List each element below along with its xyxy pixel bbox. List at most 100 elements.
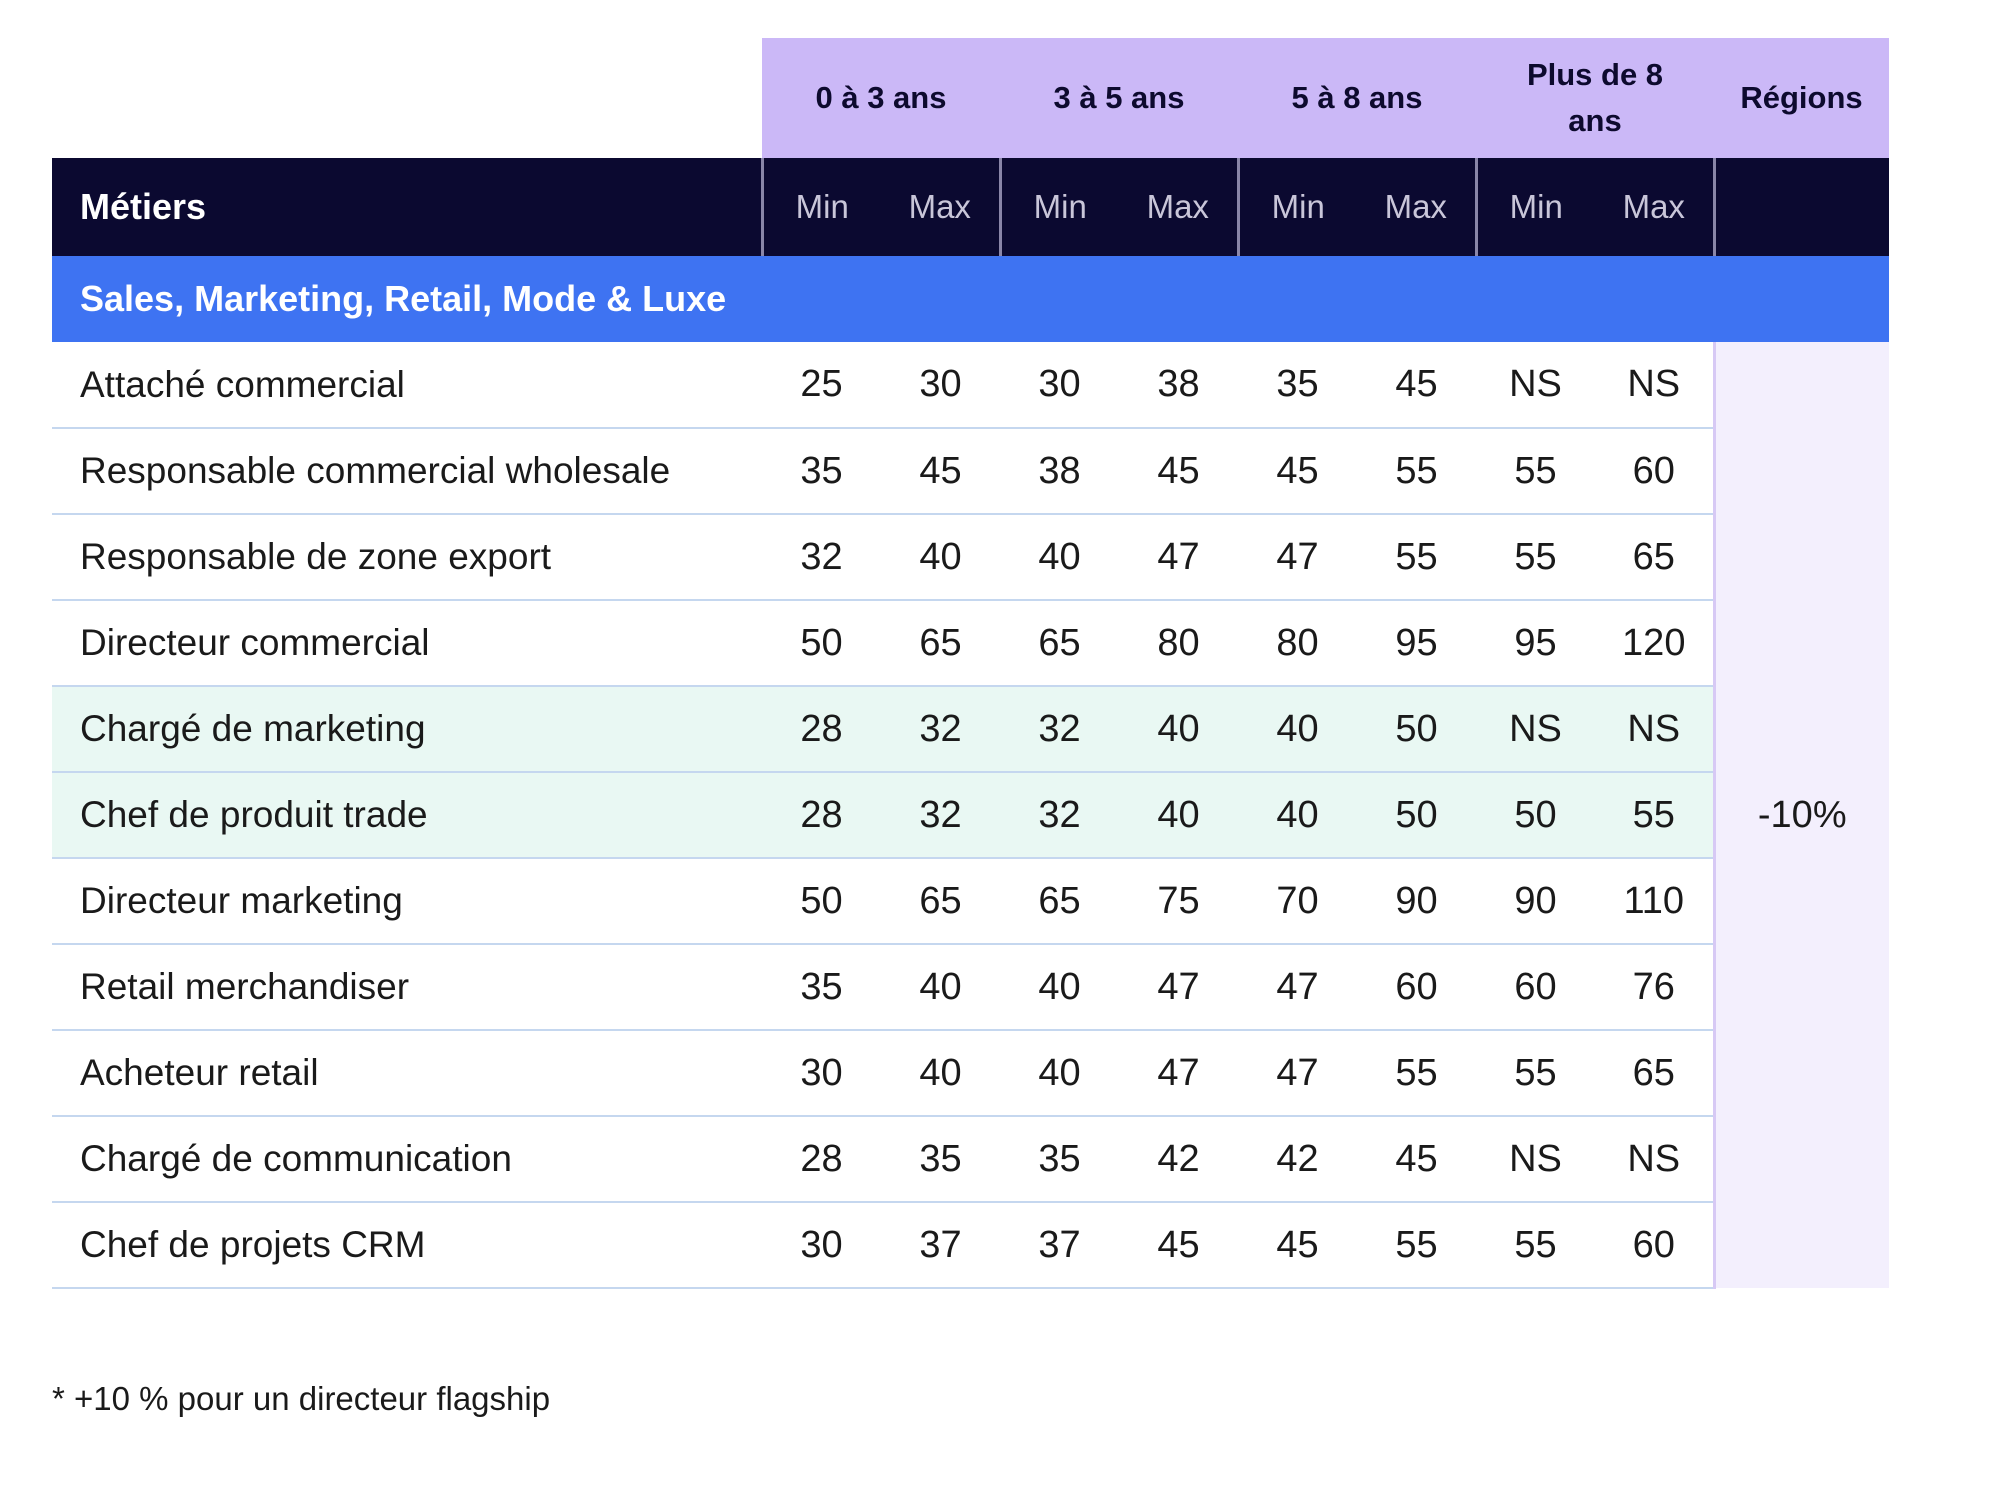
- header-min: Min: [1236, 158, 1357, 256]
- salary-max-cell: 65: [1595, 514, 1714, 601]
- header-blank-cell: [52, 38, 762, 158]
- experience-header-row: 0 à 3 ans 3 à 5 ans 5 à 8 ans Plus de 8 …: [52, 38, 1889, 158]
- salary-min-cell: 55: [1476, 1202, 1595, 1289]
- header-max: Max: [881, 158, 1000, 256]
- salary-max-cell: 95: [1357, 600, 1476, 687]
- salary-min-cell: 55: [1476, 514, 1595, 601]
- salary-max-cell: 40: [1119, 686, 1238, 773]
- salary-max-cell: 65: [881, 600, 1000, 687]
- salary-max-cell: 110: [1595, 858, 1714, 945]
- job-title-cell: Acheteur retail: [52, 1030, 762, 1117]
- header-min: Min: [998, 158, 1119, 256]
- salary-max-cell: 45: [1119, 428, 1238, 515]
- salary-min-cell: 55: [1476, 1030, 1595, 1117]
- salary-table: 0 à 3 ans 3 à 5 ans 5 à 8 ans Plus de 8 …: [52, 38, 1889, 1289]
- header-max: Max: [1595, 158, 1714, 256]
- table-row: Directeur marketing 50 65 65 75 70 90 90 110: [52, 858, 1889, 945]
- salary-min-cell: 55: [1476, 428, 1595, 515]
- salary-min-cell: 32: [1000, 772, 1119, 859]
- salary-min-cell: 95: [1476, 600, 1595, 687]
- salary-min-cell: 32: [1000, 686, 1119, 773]
- salary-max-cell: 47: [1119, 514, 1238, 601]
- salary-min-cell: 40: [1000, 944, 1119, 1031]
- salary-max-cell: 38: [1119, 342, 1238, 429]
- salary-min-cell: 30: [762, 1202, 881, 1289]
- salary-max-cell: 37: [881, 1202, 1000, 1289]
- header-metiers: Métiers: [52, 158, 762, 256]
- salary-max-cell: 45: [1357, 1116, 1476, 1203]
- salary-min-cell: 65: [1000, 600, 1119, 687]
- salary-max-cell: 47: [1119, 1030, 1238, 1117]
- header-min: Min: [760, 158, 881, 256]
- salary-min-cell: 47: [1238, 944, 1357, 1031]
- salary-max-cell: 35: [881, 1116, 1000, 1203]
- salary-max-cell: 55: [1357, 1030, 1476, 1117]
- section-row: Sales, Marketing, Retail, Mode & Luxe: [52, 256, 1889, 342]
- salary-min-cell: 80: [1238, 600, 1357, 687]
- salary-min-cell: 28: [762, 1116, 881, 1203]
- salary-max-cell: 45: [1357, 342, 1476, 429]
- column-header-row: Métiers Min Max Min Max Min Max Min Max: [52, 158, 1889, 256]
- salary-min-cell: 70: [1238, 858, 1357, 945]
- salary-max-cell: 80: [1119, 600, 1238, 687]
- table-row: Acheteur retail 30 40 40 47 47 55 55 65: [52, 1030, 1889, 1117]
- header-exp-5-8: 5 à 8 ans: [1238, 38, 1476, 158]
- table-row: Directeur commercial 50 65 65 80 80 95 95 120: [52, 600, 1889, 687]
- salary-min-cell: 47: [1238, 1030, 1357, 1117]
- salary-max-cell: 45: [1119, 1202, 1238, 1289]
- job-title-cell: Responsable commercial wholesale: [52, 428, 762, 515]
- salary-min-cell: 32: [762, 514, 881, 601]
- salary-min-cell: NS: [1476, 1116, 1595, 1203]
- job-title-cell: Chargé de marketing: [52, 686, 762, 773]
- table-row: Chargé de communication 28 35 35 42 42 45 NS NS: [52, 1116, 1889, 1203]
- region-adjustment-cell: -10%: [1712, 342, 1889, 1288]
- salary-max-cell: 50: [1357, 686, 1476, 773]
- header-regions-blank: [1712, 158, 1889, 256]
- salary-max-cell: 55: [1357, 428, 1476, 515]
- salary-min-cell: 40: [1000, 1030, 1119, 1117]
- salary-max-cell: 55: [1357, 1202, 1476, 1289]
- salary-min-cell: 30: [762, 1030, 881, 1117]
- header-exp-0-3: 0 à 3 ans: [762, 38, 1000, 158]
- salary-max-cell: 32: [881, 686, 1000, 773]
- table-row: Chargé de marketing 28 32 32 40 40 50 NS NS: [52, 686, 1889, 773]
- salary-min-cell: 45: [1238, 1202, 1357, 1289]
- job-title-cell: Responsable de zone export: [52, 514, 762, 601]
- salary-max-cell: 40: [881, 1030, 1000, 1117]
- header-max: Max: [1119, 158, 1238, 256]
- salary-max-cell: 42: [1119, 1116, 1238, 1203]
- salary-max-cell: 40: [881, 944, 1000, 1031]
- salary-table-container: 0 à 3 ans 3 à 5 ans 5 à 8 ans Plus de 8 …: [52, 38, 1889, 1289]
- salary-min-cell: NS: [1476, 342, 1595, 429]
- salary-min-cell: 60: [1476, 944, 1595, 1031]
- salary-min-cell: 90: [1476, 858, 1595, 945]
- footnote: * +10 % pour un directeur flagship: [52, 1380, 551, 1417]
- header-exp-8-plus: Plus de 8 ans: [1476, 38, 1714, 158]
- table-row: Responsable de zone export 32 40 40 47 47 55 55…: [52, 514, 1889, 601]
- salary-min-cell: 45: [1238, 428, 1357, 515]
- salary-max-cell: 65: [1595, 1030, 1714, 1117]
- salary-min-cell: 35: [762, 944, 881, 1031]
- table-row: Chef de produit trade 28 32 32 40 40 50 50 55: [52, 772, 1889, 859]
- header-max: Max: [1357, 158, 1476, 256]
- salary-min-cell: 35: [1000, 1116, 1119, 1203]
- job-title-cell: Directeur marketing: [52, 858, 762, 945]
- salary-max-cell: 120: [1595, 600, 1714, 687]
- salary-min-cell: 40: [1238, 686, 1357, 773]
- job-title-cell: Chef de projets CRM: [52, 1202, 762, 1289]
- table-row: Attaché commercial 25 30 30 38 35 45 NS NS -10%: [52, 342, 1889, 1288]
- salary-max-cell: 55: [1595, 772, 1714, 859]
- header-min: Min: [1474, 158, 1595, 256]
- salary-min-cell: 37: [1000, 1202, 1119, 1289]
- header-regions: Régions: [1714, 38, 1889, 158]
- salary-min-cell: 50: [762, 600, 881, 687]
- job-title-cell: Chef de produit trade: [52, 772, 762, 859]
- salary-min-cell: 35: [1238, 342, 1357, 429]
- salary-max-cell: 90: [1357, 858, 1476, 945]
- salary-min-cell: 28: [762, 686, 881, 773]
- salary-min-cell: 42: [1238, 1116, 1357, 1203]
- table-row: Responsable commercial wholesale 35 45 38 45…: [52, 428, 1889, 515]
- salary-min-cell: 35: [762, 428, 881, 515]
- job-title-cell: Directeur commercial: [52, 600, 762, 687]
- salary-min-cell: 40: [1000, 514, 1119, 601]
